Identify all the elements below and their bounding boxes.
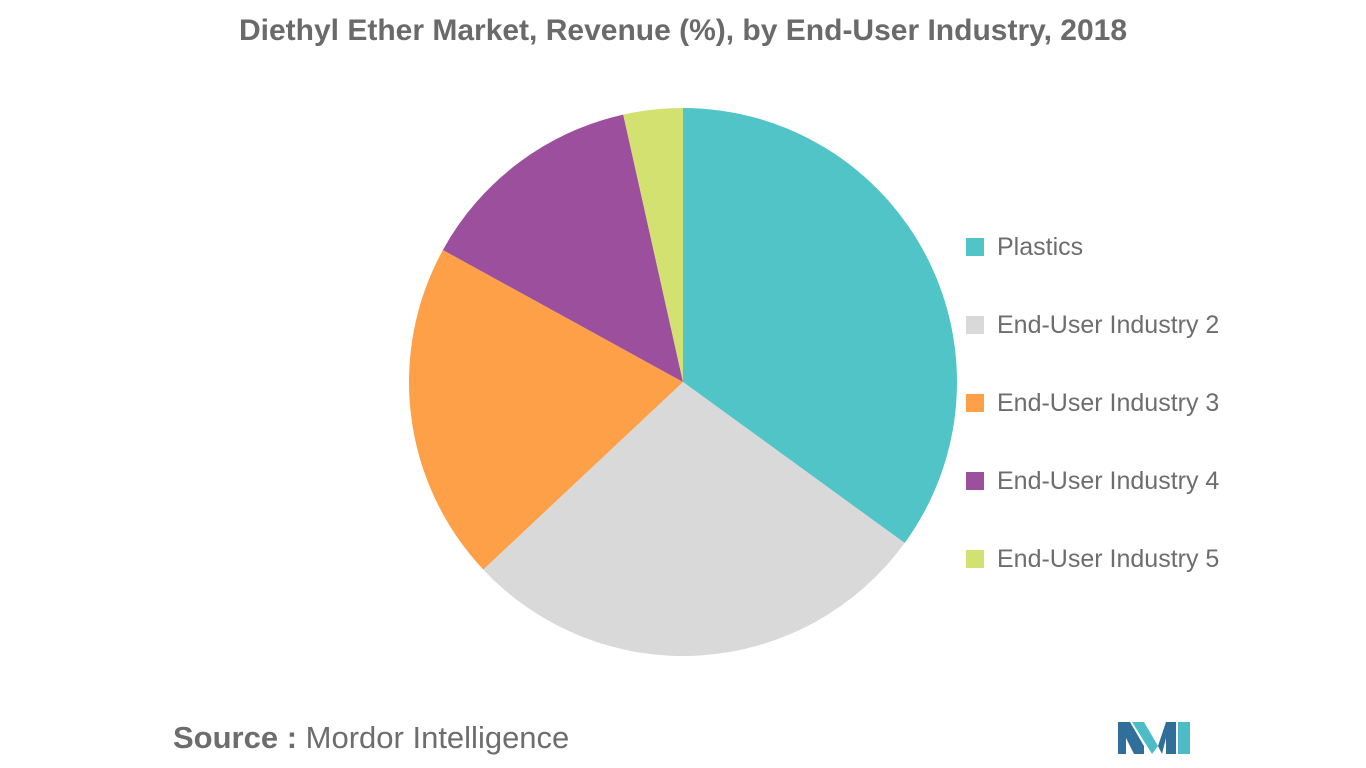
legend-item: Plastics bbox=[966, 208, 1219, 286]
legend-swatch bbox=[966, 316, 984, 334]
legend-swatch bbox=[966, 238, 984, 256]
source-prefix: Source : bbox=[173, 720, 298, 755]
legend-label: End-User Industry 4 bbox=[997, 466, 1220, 495]
legend-label: End-User Industry 3 bbox=[997, 388, 1220, 417]
pie-slice-5 bbox=[623, 108, 683, 382]
legend-label: End-User Industry 2 bbox=[997, 310, 1220, 339]
legend-item: End-User Industry 3 bbox=[966, 364, 1219, 442]
legend-item: End-User Industry 2 bbox=[966, 286, 1219, 364]
legend-label: End-User Industry 5 bbox=[997, 544, 1220, 573]
legend-swatch bbox=[966, 394, 984, 412]
legend-item: End-User Industry 4 bbox=[966, 442, 1219, 520]
legend-label: Plastics bbox=[997, 232, 1084, 261]
pie-slice-1 bbox=[683, 108, 957, 544]
source-note: Source : Mordor Intelligence bbox=[173, 720, 569, 756]
legend-swatch bbox=[966, 550, 984, 568]
legend-swatch bbox=[966, 472, 984, 490]
pie-slice-2 bbox=[483, 382, 905, 657]
mordor-intelligence-logo-icon bbox=[1118, 722, 1190, 754]
source-text: Mordor Intelligence bbox=[305, 720, 570, 755]
pie-slice-3 bbox=[408, 249, 683, 570]
legend-item: End-User Industry 5 bbox=[966, 520, 1219, 598]
chart-legend: Plastics End-User Industry 2 End-User Indu… bbox=[966, 208, 1219, 598]
pie-slice-4 bbox=[442, 114, 683, 382]
chart-title: Diethyl Ether Market, Revenue (%), by En… bbox=[238, 14, 1128, 47]
